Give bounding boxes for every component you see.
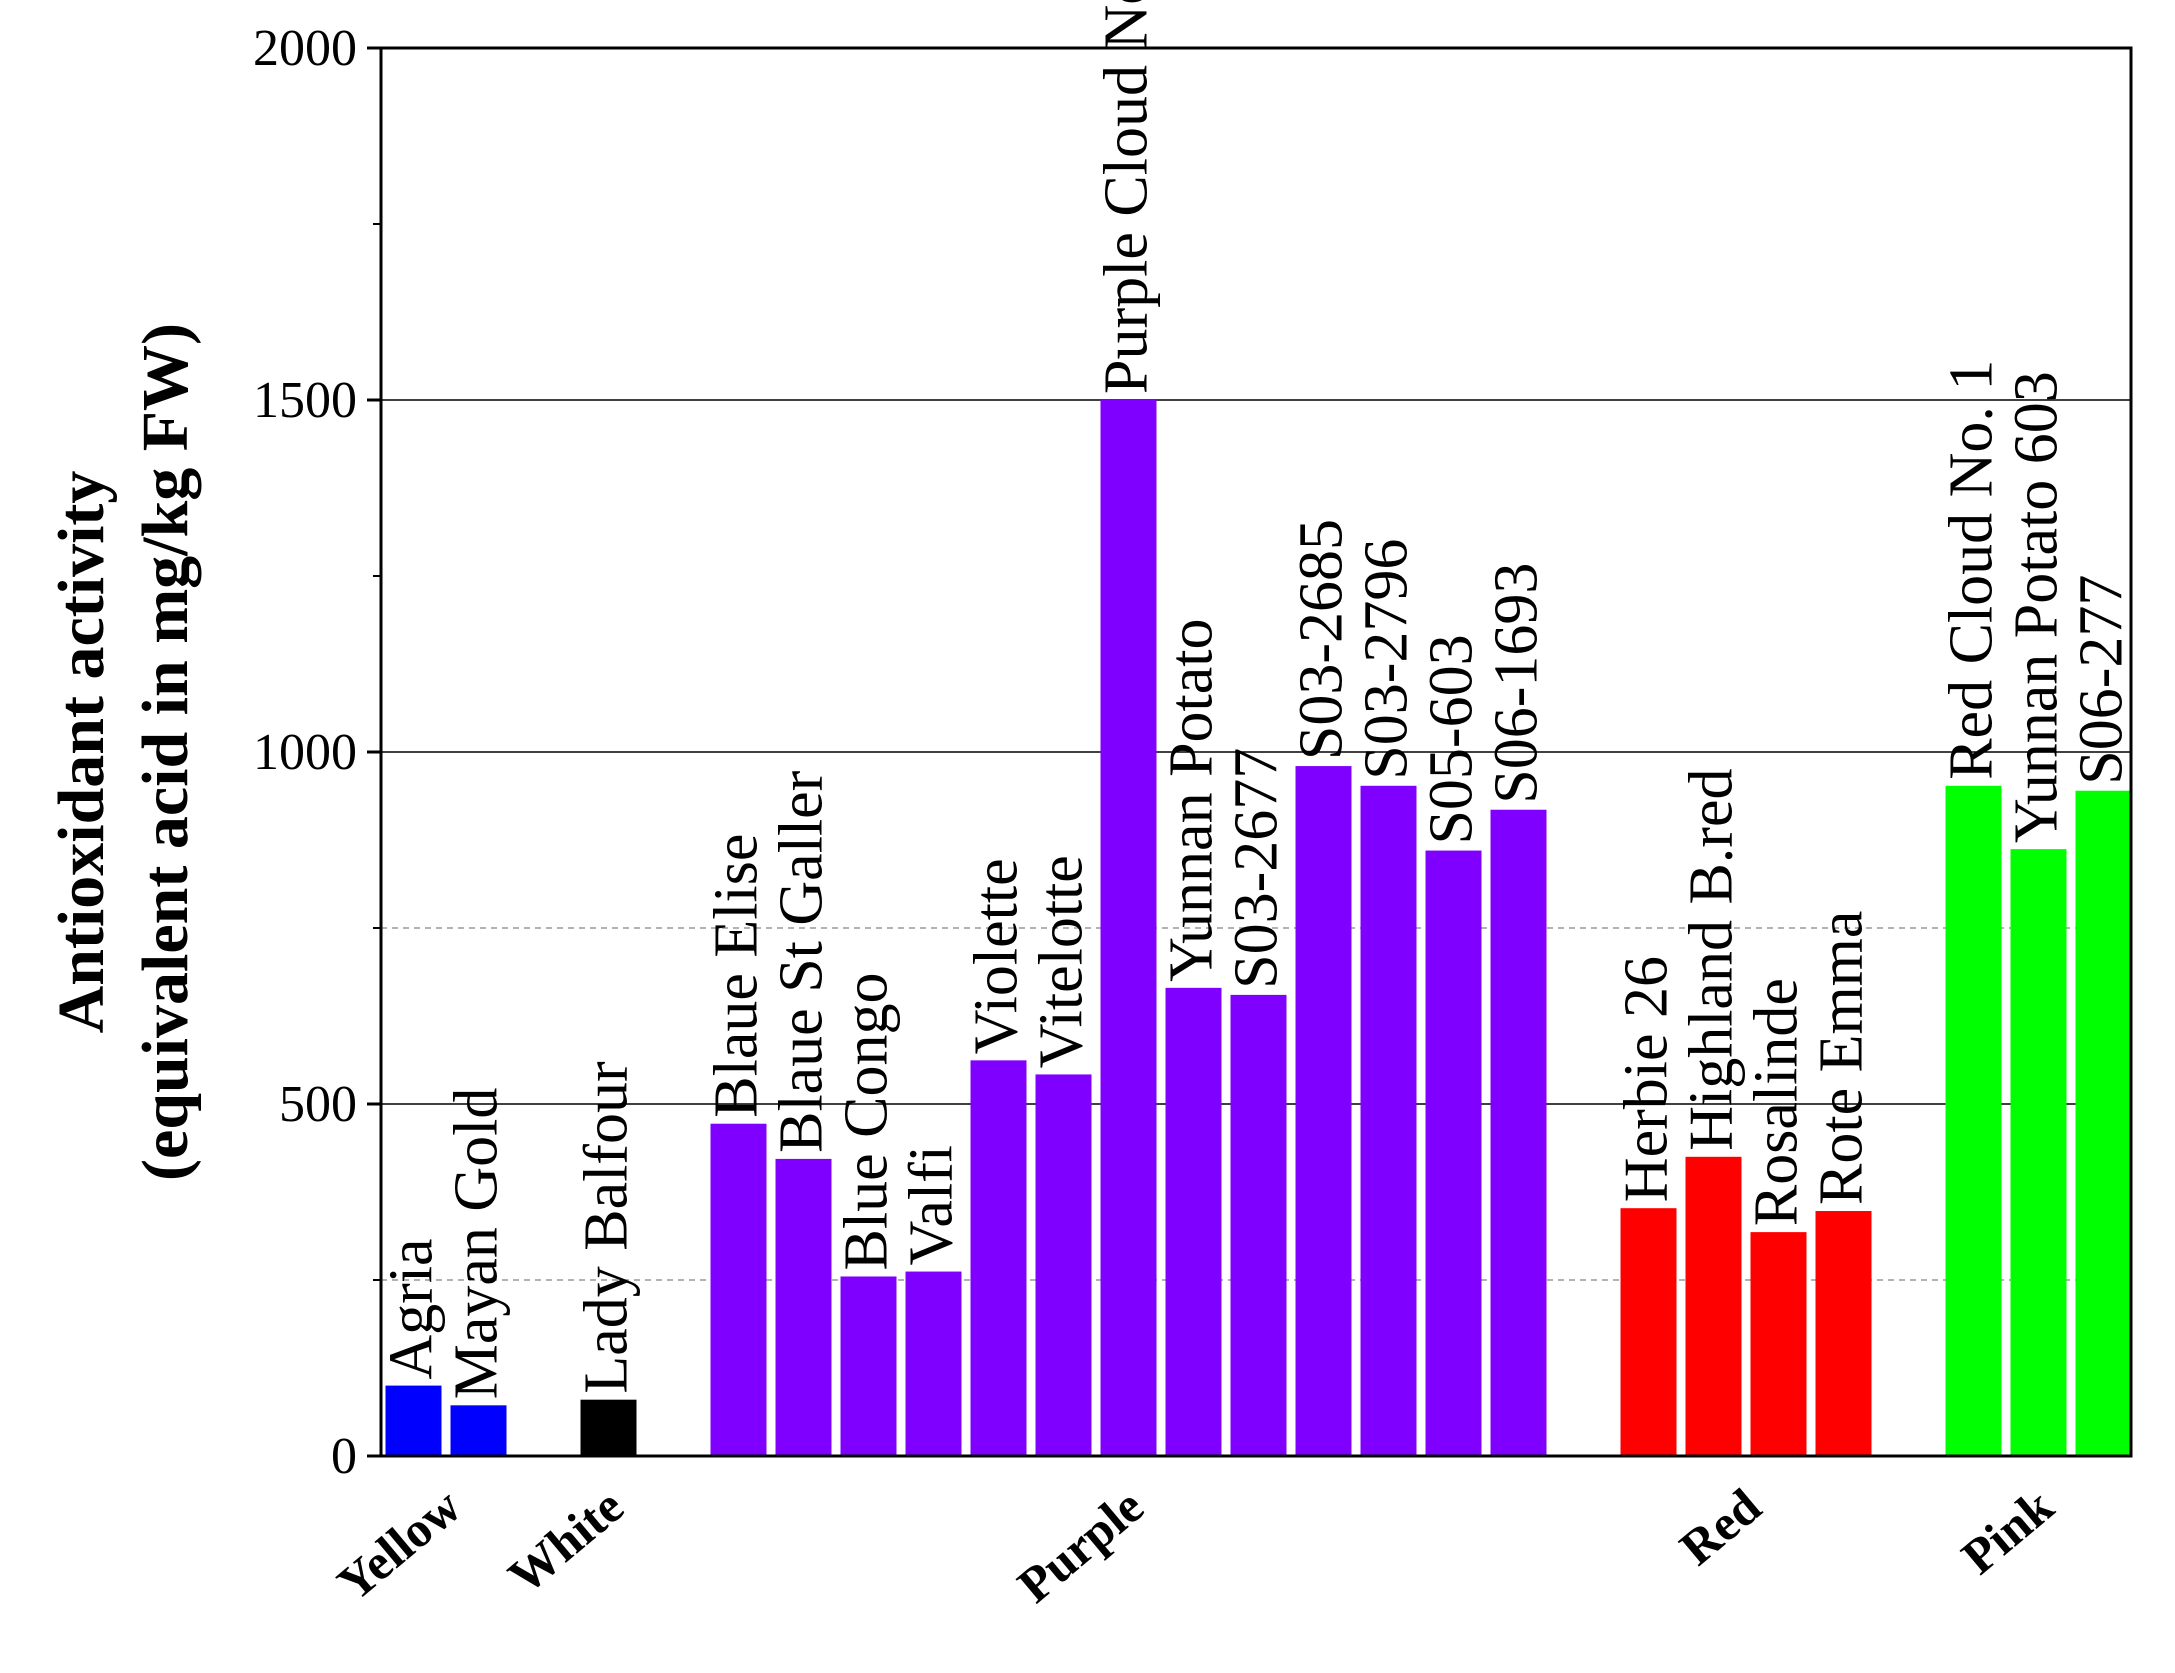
bar-label: S03-2685 <box>1288 519 1356 760</box>
bar-label: Herbie 26 <box>1613 956 1681 1202</box>
bar <box>1815 1211 1872 1456</box>
bar-label: Violette <box>963 858 1031 1054</box>
bar-layer <box>385 400 2132 1456</box>
bar-label: Vitelotte <box>1028 855 1096 1068</box>
bar-label: Blaue St Galler <box>768 770 836 1153</box>
bar <box>1750 1232 1807 1456</box>
y-axis-title: Antioxidant activity <box>45 471 118 1034</box>
bar <box>905 1271 962 1456</box>
bar <box>840 1276 897 1456</box>
bar-label: Rote Emma <box>1808 911 1876 1205</box>
bar <box>1945 785 2002 1456</box>
bar-label: S06-277 <box>2068 575 2136 785</box>
group-label: Pink <box>1951 1477 2064 1584</box>
bar <box>450 1405 507 1456</box>
bar <box>1230 994 1287 1456</box>
bar <box>1685 1156 1742 1456</box>
bar-label: Rosalinde <box>1743 978 1811 1226</box>
bar-label: Mayan Gold <box>443 1088 511 1400</box>
y-tick-label: 500 <box>279 1076 357 1133</box>
bar-label: Red Cloud No. 1 <box>1938 360 2006 780</box>
bar <box>1035 1074 1092 1456</box>
bar <box>970 1060 1027 1456</box>
bar-label: Purple Cloud No. 1 <box>1093 0 1161 394</box>
bar-label: Highland B.red <box>1678 769 1746 1151</box>
y-tick-label: 1000 <box>253 724 357 781</box>
bar-label: Agria <box>378 1238 446 1379</box>
bar <box>1620 1208 1677 1456</box>
bar-label: Blaue Elise <box>703 834 771 1118</box>
bar-label: S06-1693 <box>1483 563 1551 804</box>
bar <box>2075 790 2132 1456</box>
bar-label: Yunnan Potato <box>1158 618 1226 981</box>
bar <box>1165 987 1222 1456</box>
bar <box>775 1158 832 1456</box>
bar <box>580 1399 637 1456</box>
frame-layer <box>367 46 2133 1458</box>
bar <box>1425 850 1482 1456</box>
group-label: Red <box>1669 1477 1771 1575</box>
y-tick-label: 0 <box>331 1428 357 1485</box>
bar-label: Blue Congo <box>833 973 901 1271</box>
bar <box>1490 809 1547 1456</box>
group-label: White <box>498 1478 634 1605</box>
bar-label: S03-2677 <box>1223 748 1291 989</box>
bar-label: S03-2796 <box>1353 539 1421 780</box>
y-axis-title: (equivalent acid in mg/kg FW) <box>129 323 202 1181</box>
bar <box>710 1123 767 1456</box>
y-tick-label: 2000 <box>253 20 357 77</box>
group-label: Purple <box>1007 1478 1154 1614</box>
bar <box>385 1385 442 1456</box>
bar-label: Yunnan Potato 603 <box>2003 371 2071 843</box>
y-tick-label: 1500 <box>253 372 357 429</box>
bar <box>1295 766 1352 1456</box>
bar-label: Lady Balfour <box>573 1061 641 1394</box>
bar <box>2010 849 2067 1456</box>
bar-label: Valfi <box>898 1145 966 1266</box>
bar <box>1100 400 1157 1456</box>
bar-label: S05-603 <box>1418 634 1486 844</box>
bar <box>1360 785 1417 1456</box>
group-label: Yellow <box>327 1478 472 1612</box>
